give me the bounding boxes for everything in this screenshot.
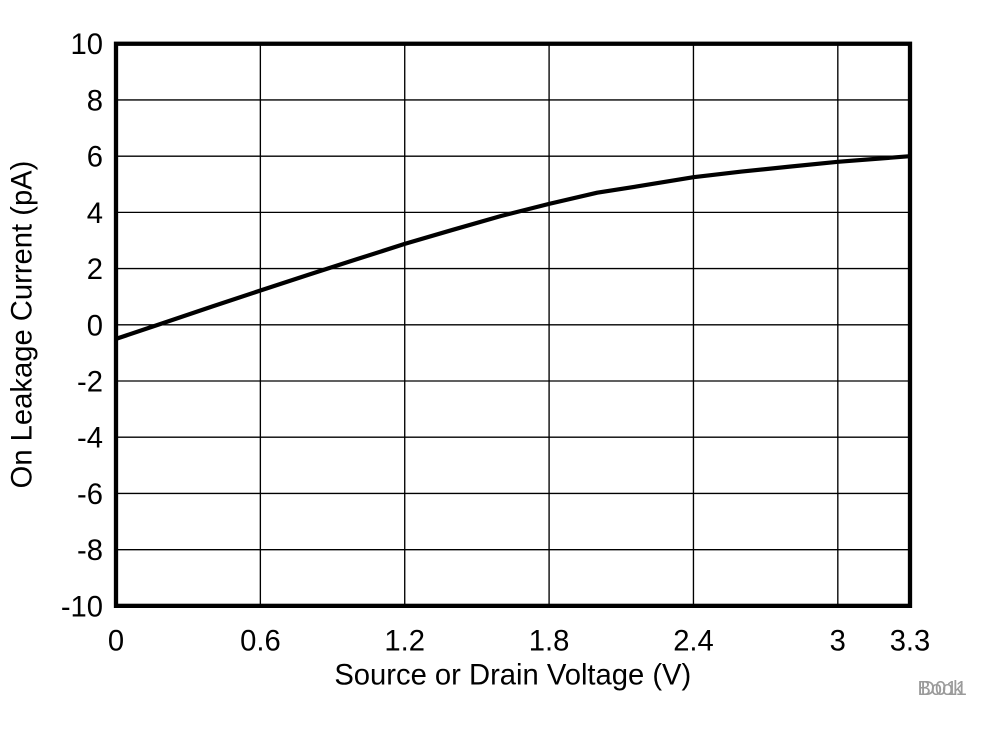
svg-text:-10: -10 bbox=[61, 591, 103, 623]
svg-text:3: 3 bbox=[830, 626, 846, 658]
svg-text:D011: D011 bbox=[921, 678, 967, 700]
svg-text:10: 10 bbox=[71, 29, 103, 61]
svg-text:-2: -2 bbox=[77, 367, 103, 399]
svg-text:0: 0 bbox=[108, 626, 124, 658]
svg-text:Source or Drain Voltage (V): Source or Drain Voltage (V) bbox=[334, 659, 691, 691]
svg-text:-6: -6 bbox=[77, 479, 103, 511]
svg-text:2.4: 2.4 bbox=[673, 626, 714, 658]
svg-text:-8: -8 bbox=[77, 535, 103, 567]
svg-text:Book: Book bbox=[918, 678, 965, 700]
svg-text:8: 8 bbox=[87, 86, 103, 118]
svg-text:4: 4 bbox=[87, 198, 103, 230]
svg-text:0.6: 0.6 bbox=[240, 626, 281, 658]
svg-text:6: 6 bbox=[87, 142, 103, 174]
svg-text:1.8: 1.8 bbox=[529, 626, 570, 658]
svg-text:0: 0 bbox=[87, 310, 103, 342]
svg-text:2: 2 bbox=[87, 254, 103, 286]
svg-text:On Leakage Current (pA): On Leakage Current (pA) bbox=[7, 161, 39, 489]
svg-text:-4: -4 bbox=[77, 423, 103, 455]
svg-text:3.3: 3.3 bbox=[890, 626, 931, 658]
svg-text:1.2: 1.2 bbox=[384, 626, 425, 658]
